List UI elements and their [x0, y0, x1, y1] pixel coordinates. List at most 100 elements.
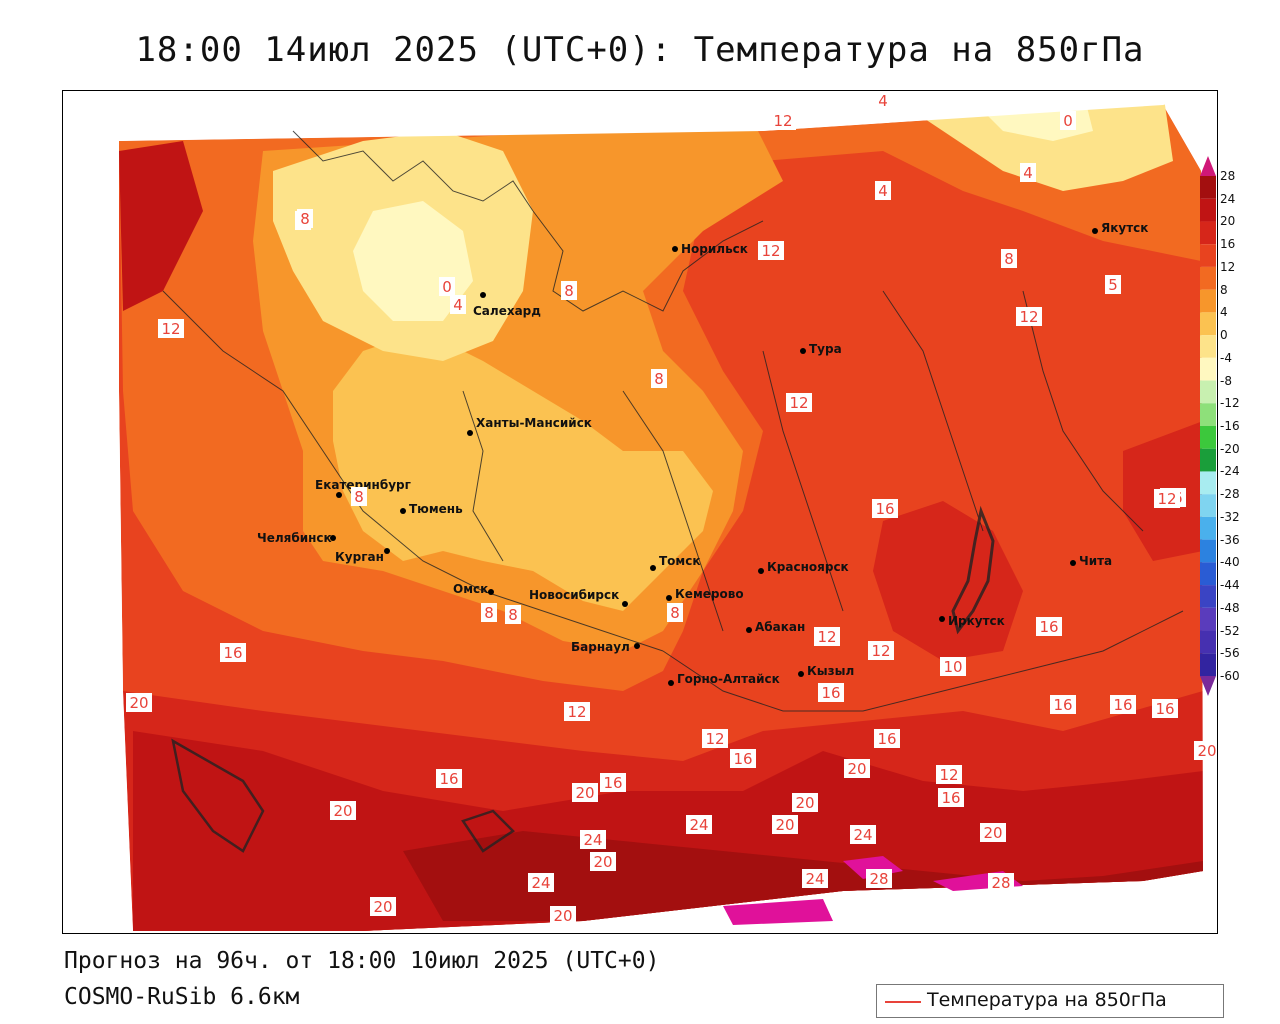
- contour-label-background: [1110, 695, 1136, 714]
- contour-label-background: [651, 369, 667, 388]
- contour-value-label: 16: [875, 500, 894, 518]
- contour-label-background: [528, 873, 554, 892]
- colorbar-tick-label: 16: [1220, 237, 1236, 252]
- colorbar: 28 24 20 16 12 8 4 0 -4 -8 -12 -16 -20 -24 -28 -32 -36 -4…: [1198, 156, 1268, 696]
- colorbar-tick-label: -56: [1220, 646, 1240, 661]
- contour-label-background: [988, 873, 1014, 892]
- contour-label-background: [481, 603, 497, 622]
- cities: Норильск Якутск Салехард Тура Ханты-Манс…: [257, 221, 1148, 686]
- colorbar-cell: [1200, 198, 1216, 222]
- contour-value-label: 16: [733, 750, 752, 768]
- contour-label-background: [600, 773, 626, 792]
- city-yekaterinburg: Екатеринбург: [315, 478, 411, 498]
- colorbar-tick-label: -40: [1220, 555, 1240, 570]
- colorbar-cell: [1200, 585, 1216, 608]
- contour-value-label: 16: [1039, 618, 1058, 636]
- svg-text:Курган: Курган: [335, 550, 384, 564]
- contour-value-label: 10: [943, 658, 962, 676]
- contour-value-label: 8: [670, 604, 680, 622]
- contour-label-background: [505, 605, 521, 624]
- colorbar-cell: [1200, 607, 1216, 631]
- contour-value-label: 8: [564, 282, 574, 300]
- contour-value-label: 8: [654, 370, 664, 388]
- contour-value-label: 8: [508, 606, 518, 624]
- svg-text:Ханты-Мансийск: Ханты-Мансийск: [476, 416, 592, 430]
- contour-value-label: 4: [878, 92, 888, 110]
- contour-value-label: 12: [939, 766, 958, 784]
- contour-label-background: [1036, 617, 1062, 636]
- contour-label-background: [590, 852, 616, 871]
- svg-text:Томск: Томск: [659, 554, 701, 568]
- contour-label-background: [1105, 275, 1121, 294]
- colorbar-tick-label: 8: [1220, 282, 1228, 297]
- colorbar-tick-label: -12: [1220, 396, 1240, 411]
- svg-text:Новосибирск: Новосибирск: [529, 588, 619, 602]
- svg-text:Норильск: Норильск: [681, 242, 748, 256]
- contour-label-background: [686, 815, 712, 834]
- svg-text:Екатеринбург: Екатеринбург: [315, 478, 411, 492]
- contour-value-label: 12: [161, 320, 180, 338]
- contour-label-background: [866, 869, 892, 888]
- city-kurgan: Курган: [335, 548, 390, 564]
- svg-text:Салехард: Салехард: [473, 304, 541, 318]
- contour-label-background: [126, 693, 152, 712]
- contour-value-label: 8: [300, 210, 310, 228]
- contour-value-label: 4: [878, 182, 888, 200]
- map-canvas: Норильск Якутск Салехард Тура Ханты-Манс…: [63, 91, 1217, 933]
- contour-value-label: 16: [941, 789, 960, 807]
- city-abakan: Абакан: [746, 620, 805, 634]
- contour-label-background: [220, 643, 246, 662]
- contour-value-label: 16: [1113, 696, 1132, 714]
- svg-text:Красноярск: Красноярск: [767, 560, 849, 574]
- contour-label-background: [158, 319, 184, 338]
- city-tyumen: Тюмень: [400, 502, 463, 516]
- contour-value-label: 12: [1157, 490, 1176, 508]
- city-kyzyl: Кызыл: [798, 664, 854, 678]
- contour-value-label: 24: [583, 831, 602, 849]
- colorbar-cell: [1200, 471, 1216, 495]
- contour-value-label: 12: [817, 628, 836, 646]
- contour-label-background: [370, 897, 396, 916]
- contour-label-background: [850, 825, 876, 844]
- zone-0-4: [333, 331, 713, 611]
- forecast-info: Прогноз на 96ч. от 18:00 10июл 2025 (UTC…: [64, 948, 660, 974]
- city-tomsk: Томск: [650, 554, 701, 571]
- contour-value-label: 16: [1155, 700, 1174, 718]
- contour-label-background: [1016, 307, 1042, 326]
- contour-value-label: 0: [1063, 112, 1073, 130]
- colorbar-tick-label: -20: [1220, 441, 1240, 456]
- city-gorno-altaysk: Горно-Алтайск: [668, 672, 780, 686]
- contour-label-background: [792, 793, 818, 812]
- city-tura: Тура: [800, 342, 842, 356]
- city-barnaul: Барнаул: [571, 640, 640, 654]
- colorbar-tick-label: 24: [1220, 191, 1236, 206]
- contour-value-label: 20: [333, 802, 352, 820]
- contour-label-background: [875, 91, 891, 110]
- legend-line-swatch: [885, 1001, 921, 1003]
- contour-value-label: 20: [775, 816, 794, 834]
- contour-value-label: 28: [991, 874, 1010, 892]
- colorbar-bottom-arrow: [1200, 676, 1216, 696]
- contour-label-background: [564, 702, 590, 721]
- contour-value-label: 4: [1023, 164, 1033, 182]
- colorbar-tick-label: -24: [1220, 464, 1240, 479]
- contour-label-background: [1152, 699, 1178, 718]
- colorbar-tick-label: -44: [1220, 578, 1240, 593]
- contour-value-label: 20: [1197, 742, 1216, 760]
- colorbar-cell: [1200, 335, 1216, 358]
- svg-text:Абакан: Абакан: [755, 620, 805, 634]
- contour-label-background: [1154, 489, 1180, 508]
- contour-value-label: 16: [223, 644, 242, 662]
- city-kemerovo: Кемерово: [666, 587, 744, 601]
- zone-above-28: [723, 856, 1023, 925]
- contour-label-background: [872, 499, 898, 518]
- outside-domain-west: [63, 91, 133, 933]
- contour-value-label: 16: [1053, 696, 1072, 714]
- contour-label-background: [550, 906, 576, 925]
- contour-label-background: [938, 788, 964, 807]
- colorbar-cell: [1200, 357, 1216, 381]
- contour-value-label: 24: [689, 816, 708, 834]
- colorbar-cell: [1200, 562, 1216, 586]
- contour-label-background: [580, 830, 606, 849]
- contour-label-background: [436, 769, 462, 788]
